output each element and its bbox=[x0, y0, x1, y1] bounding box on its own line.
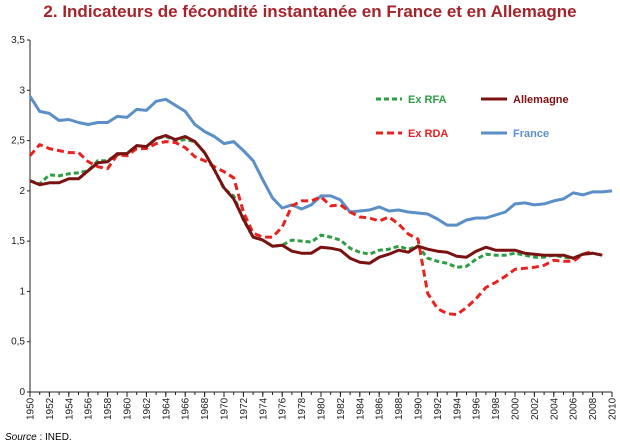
source-note: Source : INED. bbox=[5, 432, 72, 443]
x-tick-label: 1952 bbox=[45, 397, 56, 420]
x-tick-label: 1992 bbox=[433, 397, 444, 420]
x-tick-label: 2008 bbox=[588, 397, 599, 420]
series-layer bbox=[28, 95, 613, 317]
x-tick-label: 1998 bbox=[491, 397, 502, 420]
source-label: Source bbox=[5, 432, 37, 443]
x-tick-label: 2006 bbox=[569, 397, 580, 420]
y-tick-label: 2 bbox=[19, 186, 25, 197]
x-tick-label: 1974 bbox=[258, 397, 269, 420]
legend-label-france: France bbox=[513, 128, 549, 140]
x-tick-label: 1978 bbox=[297, 397, 308, 420]
source-text: : INED. bbox=[36, 432, 72, 443]
x-tick-label: 1996 bbox=[472, 397, 483, 420]
x-tick-label: 2000 bbox=[511, 397, 522, 420]
y-tick-label: 2,5 bbox=[11, 136, 25, 147]
chart-title: 2. Indicateurs de fécondité instantanée … bbox=[43, 2, 577, 21]
x-tick-label: 1968 bbox=[200, 397, 211, 420]
x-tick-label: 1984 bbox=[355, 397, 366, 420]
x-tick-label: 1980 bbox=[317, 397, 328, 420]
x-tick-label: 1976 bbox=[278, 397, 289, 420]
x-tick-label: 1964 bbox=[161, 397, 172, 420]
x-tick-label: 2002 bbox=[530, 397, 541, 420]
x-tick-label: 1966 bbox=[181, 397, 192, 420]
x-tick-label: 2010 bbox=[608, 397, 619, 420]
x-tick-label: 1986 bbox=[375, 397, 386, 420]
y-tick-label: 0,5 bbox=[11, 337, 25, 348]
x-tick-label: 1990 bbox=[414, 397, 425, 420]
y-tick-label: 1,5 bbox=[11, 236, 25, 247]
y-tick-label: 0 bbox=[19, 387, 25, 398]
x-tick-label: 1970 bbox=[220, 397, 231, 420]
legend-label-ex-rfa: Ex RFA bbox=[408, 94, 447, 106]
x-tick-label: 1982 bbox=[336, 397, 347, 420]
y-tick-label: 3,5 bbox=[11, 35, 25, 46]
x-tick-label: 1962 bbox=[142, 397, 153, 420]
x-tick-label: 1988 bbox=[394, 397, 405, 420]
legend-label-allemagne: Allemagne bbox=[513, 94, 569, 106]
x-tick-label: 1960 bbox=[123, 397, 134, 420]
x-tick-label: 1950 bbox=[26, 397, 37, 420]
legend: France Ex RFA Ex RDA Allemagne bbox=[376, 94, 569, 140]
legend-label-ex-rda: Ex RDA bbox=[408, 128, 448, 140]
x-tick-label: 2004 bbox=[549, 397, 560, 420]
axes: 0 0,5 1 1,5 2 2,5 3 3,5 1950 1952 1954 1956 1958 1960… bbox=[11, 35, 618, 420]
x-tick-label: 1958 bbox=[103, 397, 114, 420]
x-tick-label: 1954 bbox=[64, 397, 75, 420]
y-tick-label: 1 bbox=[19, 286, 25, 297]
series-line-allemagne bbox=[29, 134, 603, 265]
series-line-ex-rda bbox=[28, 140, 594, 317]
series-line-france bbox=[28, 95, 613, 227]
x-tick-label: 1956 bbox=[84, 397, 95, 420]
y-tick-label: 3 bbox=[19, 85, 25, 96]
x-tick-label: 1972 bbox=[239, 397, 250, 420]
x-tick-label: 1994 bbox=[452, 397, 463, 420]
